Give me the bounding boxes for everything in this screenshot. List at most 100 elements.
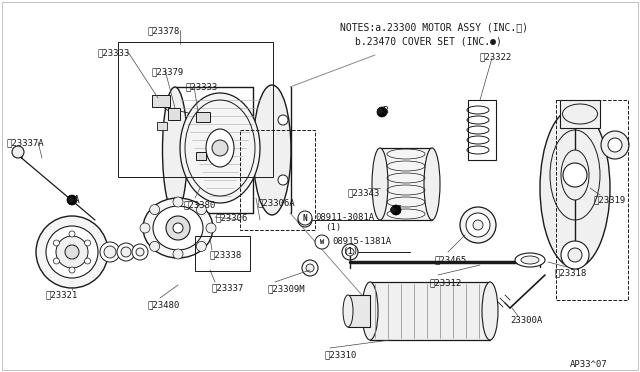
Circle shape	[36, 216, 108, 288]
Circle shape	[136, 248, 144, 256]
Text: b.23470 COVER SET (INC.●): b.23470 COVER SET (INC.●)	[355, 36, 502, 46]
Bar	[157, 122, 167, 130]
Text: ※23480: ※23480	[148, 300, 180, 309]
Circle shape	[140, 223, 150, 233]
Bar	[196, 112, 210, 122]
Bar	[348, 295, 370, 327]
Bar	[556, 100, 628, 300]
Text: ※23312: ※23312	[430, 278, 462, 287]
Ellipse shape	[563, 104, 598, 124]
Bar	[152, 95, 170, 107]
Bar	[240, 130, 315, 230]
Circle shape	[65, 245, 79, 259]
Bar	[195, 236, 250, 271]
Circle shape	[212, 140, 228, 156]
Circle shape	[150, 205, 159, 215]
Circle shape	[173, 197, 183, 207]
Circle shape	[132, 244, 148, 260]
Circle shape	[306, 264, 314, 272]
Circle shape	[150, 241, 159, 251]
Bar	[380, 148, 432, 220]
Circle shape	[298, 211, 312, 225]
Text: W: W	[320, 239, 324, 245]
Text: AP33^07: AP33^07	[570, 360, 607, 369]
Text: 08911-3081A: 08911-3081A	[315, 213, 374, 222]
Text: ※23318: ※23318	[555, 268, 588, 277]
Circle shape	[56, 236, 88, 268]
Text: ※23306: ※23306	[215, 213, 247, 222]
Ellipse shape	[343, 295, 353, 327]
Text: ※23337A: ※23337A	[6, 138, 44, 147]
Ellipse shape	[163, 87, 188, 213]
Bar	[168, 108, 180, 120]
Circle shape	[466, 213, 490, 237]
Text: (1): (1)	[342, 247, 358, 256]
Circle shape	[53, 240, 60, 246]
Circle shape	[121, 247, 131, 257]
Text: ※23343: ※23343	[348, 188, 380, 197]
Circle shape	[302, 217, 308, 223]
Circle shape	[196, 205, 206, 215]
Ellipse shape	[153, 206, 203, 250]
Circle shape	[346, 248, 354, 256]
Circle shape	[608, 138, 622, 152]
Circle shape	[69, 231, 75, 237]
Ellipse shape	[143, 198, 213, 258]
Bar	[560, 100, 600, 128]
Circle shape	[53, 258, 60, 264]
Text: ※23309M: ※23309M	[268, 284, 306, 293]
Circle shape	[298, 213, 312, 227]
Circle shape	[601, 131, 629, 159]
Circle shape	[69, 267, 75, 273]
Circle shape	[563, 163, 587, 187]
Text: ※23322: ※23322	[480, 52, 512, 61]
Bar	[196, 152, 206, 160]
Circle shape	[278, 115, 288, 125]
Ellipse shape	[424, 148, 440, 220]
Text: ※23378: ※23378	[148, 26, 180, 35]
Bar	[468, 100, 496, 160]
Text: 23300A: 23300A	[510, 316, 542, 325]
Ellipse shape	[372, 148, 388, 220]
Ellipse shape	[521, 256, 539, 264]
Ellipse shape	[206, 129, 234, 167]
Text: 08915-1381A: 08915-1381A	[332, 237, 391, 246]
Text: ※23306A: ※23306A	[258, 198, 296, 207]
Circle shape	[377, 107, 387, 117]
Circle shape	[196, 241, 206, 251]
Bar	[118, 42, 273, 177]
Circle shape	[84, 258, 91, 264]
Text: ●B: ●B	[377, 106, 388, 116]
Circle shape	[100, 242, 120, 262]
Circle shape	[46, 226, 98, 278]
Ellipse shape	[362, 282, 378, 340]
Circle shape	[568, 248, 582, 262]
Circle shape	[206, 223, 216, 233]
Ellipse shape	[180, 93, 260, 203]
Text: ※23319: ※23319	[594, 195, 627, 204]
Ellipse shape	[515, 253, 545, 267]
Circle shape	[315, 235, 329, 249]
Ellipse shape	[482, 282, 498, 340]
Text: ※23321: ※23321	[45, 290, 77, 299]
Text: ※23333: ※23333	[97, 48, 129, 57]
Ellipse shape	[561, 150, 589, 200]
Text: ※23380: ※23380	[183, 200, 215, 209]
Circle shape	[67, 195, 77, 205]
Ellipse shape	[253, 85, 291, 215]
Circle shape	[104, 246, 116, 258]
Text: N: N	[303, 214, 307, 222]
Text: ※23333: ※23333	[185, 82, 217, 91]
Text: ●A: ●A	[68, 195, 80, 205]
Circle shape	[391, 205, 401, 215]
Circle shape	[278, 175, 288, 185]
Circle shape	[12, 146, 24, 158]
Circle shape	[302, 260, 318, 276]
Circle shape	[342, 244, 358, 260]
Text: ※23338: ※23338	[210, 250, 243, 259]
Bar	[370, 282, 490, 340]
Text: ※23465: ※23465	[435, 255, 467, 264]
Circle shape	[84, 240, 91, 246]
Circle shape	[117, 243, 135, 261]
Text: ●C: ●C	[390, 205, 402, 215]
